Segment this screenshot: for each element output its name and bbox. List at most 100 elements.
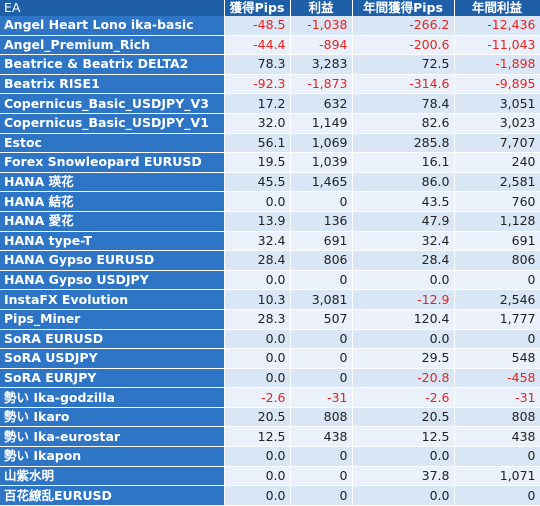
ea-name-cell: 勢い Ikapon — [0, 446, 225, 467]
pips-cell: 0.0 — [224, 348, 291, 369]
ea-name-cell: 勢い Ika-eurostar — [0, 426, 225, 448]
table-row: Copernicus_Basic_USDJPY_V3 17.2 632 78.4 3,0… — [0, 93, 540, 114]
pips-cell: 20.5 — [224, 407, 291, 428]
annual-profit-cell: -11,043 — [454, 35, 540, 56]
profit-cell: 0 — [290, 368, 353, 389]
profit-cell: 0 — [290, 329, 353, 350]
pips-cell: 28.4 — [224, 250, 291, 271]
annual-profit-cell: 240 — [454, 152, 540, 173]
ea-name-cell: 勢い Ika-godzilla — [0, 387, 225, 408]
annual-pips-cell: 47.9 — [352, 211, 455, 232]
profit-cell: 808 — [290, 407, 353, 428]
annual-pips-cell: 0.0 — [352, 446, 455, 467]
ea-name-cell: SoRA EURJPY — [0, 368, 225, 389]
ea-name-cell: HANA Gypso USDJPY — [0, 270, 225, 291]
pips-cell: 10.3 — [224, 289, 291, 310]
header-annual-profit[interactable]: 年間利益 — [454, 0, 540, 16]
ea-name-cell: Copernicus_Basic_USDJPY_V3 — [0, 93, 225, 114]
profit-cell: 0 — [290, 446, 353, 467]
pips-cell: -2.6 — [224, 387, 291, 408]
annual-pips-cell: 0.0 — [352, 270, 455, 291]
annual-profit-cell: 2,546 — [454, 289, 540, 310]
table-row: HANA 愛花 13.9 136 47.9 1,128 — [0, 211, 540, 232]
table-row: HANA 結花 0.0 0 43.5 760 — [0, 191, 540, 212]
pips-cell: 0.0 — [224, 368, 291, 389]
profit-cell: 1,069 — [290, 133, 353, 154]
annual-pips-cell: 43.5 — [352, 191, 455, 212]
pips-cell: -48.5 — [224, 16, 291, 36]
annual-profit-cell: -31 — [454, 387, 540, 408]
annual-profit-cell: 3,023 — [454, 113, 540, 134]
pips-cell: 19.5 — [224, 152, 291, 173]
pips-cell: 0.0 — [224, 329, 291, 350]
annual-profit-cell: -12,436 — [454, 16, 540, 36]
profit-cell: 0 — [290, 485, 353, 506]
annual-pips-cell: 32.4 — [352, 231, 455, 252]
ea-name-cell: Estoc — [0, 133, 225, 154]
annual-pips-cell: -12.9 — [352, 289, 455, 310]
ea-name-cell: Pips_Miner — [0, 309, 225, 330]
table-row: Beatrix RISE1 -92.3 -1,873 -314.6 -9,895 — [0, 74, 540, 95]
profit-cell: 0 — [290, 270, 353, 291]
annual-pips-cell: 28.4 — [352, 250, 455, 271]
ea-name-cell: Angel Heart Lono ika-basic — [0, 16, 225, 36]
profit-cell: 1,039 — [290, 152, 353, 173]
annual-pips-cell: 12.5 — [352, 426, 455, 448]
annual-pips-cell: 0.0 — [352, 485, 455, 506]
annual-pips-cell: -314.6 — [352, 74, 455, 95]
header-profit[interactable]: 利益 — [290, 0, 353, 16]
pips-cell: 17.2 — [224, 93, 291, 114]
profit-cell: 3,081 — [290, 289, 353, 310]
header-pips[interactable]: 獲得Pips — [224, 0, 291, 16]
header-annual-pips[interactable]: 年間獲得Pips — [352, 0, 455, 16]
profit-cell: 632 — [290, 93, 353, 114]
profit-cell: 691 — [290, 231, 353, 252]
ea-name-cell: SoRA USDJPY — [0, 348, 225, 369]
profit-cell: -31 — [290, 387, 353, 408]
annual-profit-cell: 3,051 — [454, 93, 540, 114]
table-row: 勢い Ikapon 0.0 0 0.0 0 — [0, 446, 540, 467]
header-ea[interactable]: EA — [0, 0, 225, 16]
pips-cell: 0.0 — [224, 270, 291, 291]
profit-cell: -1,873 — [290, 74, 353, 95]
ea-name-cell: Angel_Premium_Rich — [0, 35, 225, 56]
ea-name-cell: Beatrice & Beatrix DELTA2 — [0, 54, 225, 75]
profit-cell: 806 — [290, 250, 353, 271]
annual-profit-cell: 0 — [454, 329, 540, 350]
annual-profit-cell: 808 — [454, 407, 540, 428]
annual-profit-cell: 2,581 — [454, 172, 540, 193]
pips-cell: -92.3 — [224, 74, 291, 95]
table-row: 勢い Ika-eurostar 12.5 438 12.5 438 — [0, 426, 540, 448]
table-row: SoRA USDJPY 0.0 0 29.5 548 — [0, 348, 540, 369]
table-row: Forex Snowleopard EURUSD 19.5 1,039 16.1 240 — [0, 152, 540, 173]
table-row: 百花繚乱EURUSD 0.0 0 0.0 0 — [0, 485, 540, 506]
table-row: 勢い Ika-godzilla -2.6 -31 -2.6 -31 — [0, 387, 540, 408]
profit-cell: 507 — [290, 309, 353, 330]
pips-cell: -44.4 — [224, 35, 291, 56]
annual-pips-cell: 86.0 — [352, 172, 455, 193]
table-row: Angel_Premium_Rich -44.4 -894 -200.6 -11,043 — [0, 35, 540, 56]
annual-pips-cell: -266.2 — [352, 16, 455, 36]
pips-cell: 56.1 — [224, 133, 291, 154]
pips-cell: 78.3 — [224, 54, 291, 75]
annual-pips-cell: -20.8 — [352, 368, 455, 389]
profit-cell: 0 — [290, 191, 353, 212]
annual-profit-cell: 760 — [454, 191, 540, 212]
table-row: HANA 瑛花 45.5 1,465 86.0 2,581 — [0, 172, 540, 193]
ea-name-cell: 山紫水明 — [0, 466, 225, 487]
ea-name-cell: HANA Gypso EURUSD — [0, 250, 225, 271]
table-row: HANA Gypso USDJPY 0.0 0 0.0 0 — [0, 270, 540, 291]
annual-profit-cell: 691 — [454, 231, 540, 252]
annual-profit-cell: 806 — [454, 250, 540, 271]
pips-cell: 12.5 — [224, 426, 291, 448]
annual-pips-cell: 29.5 — [352, 348, 455, 369]
annual-pips-cell: 37.8 — [352, 466, 455, 487]
ea-name-cell: HANA 結花 — [0, 191, 225, 212]
ea-name-cell: 百花繚乱EURUSD — [0, 485, 225, 506]
table-row: Angel Heart Lono ika-basic -48.5 -1,038 -26… — [0, 16, 540, 36]
table-row: InstaFX Evolution 10.3 3,081 -12.9 2,546 — [0, 289, 540, 310]
table-row: HANA type-T 32.4 691 32.4 691 — [0, 231, 540, 252]
ea-name-cell: Beatrix RISE1 — [0, 74, 225, 95]
profit-cell: 1,149 — [290, 113, 353, 134]
